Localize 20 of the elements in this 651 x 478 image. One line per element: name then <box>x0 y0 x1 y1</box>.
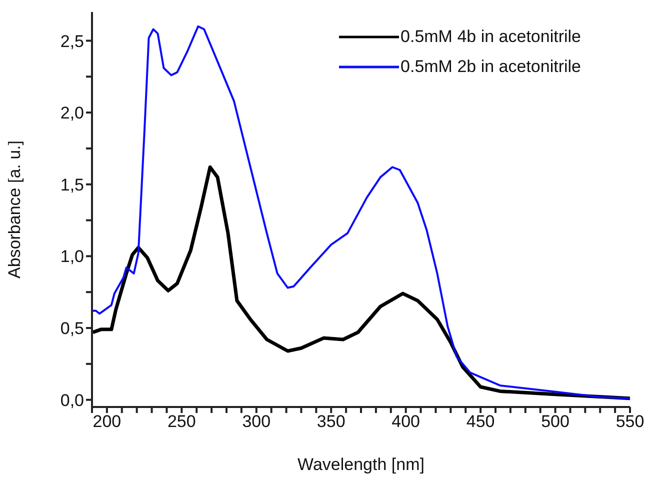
y-tick-label: 0,5 <box>60 319 84 338</box>
x-axis-title: Wavelength [nm] <box>298 455 424 474</box>
legend-label: 0.5mM 2b in acetonitrile <box>400 57 581 77</box>
x-tick-label: 450 <box>466 412 495 432</box>
y-tick-label: 1,0 <box>60 247 84 266</box>
y-tick-label: 2,5 <box>60 32 84 51</box>
x-tick-label: 500 <box>541 412 570 432</box>
x-tick-label: 250 <box>167 412 196 432</box>
x-tick-label: 200 <box>92 412 122 432</box>
y-tick-label: 2,0 <box>60 104 84 123</box>
x-tick-label: 350 <box>316 412 346 432</box>
y-tick-label: 1,5 <box>60 175 84 194</box>
x-tick-label: 300 <box>242 412 271 432</box>
y-axis-title: Absorbance [a. u.] <box>5 140 24 278</box>
x-tick-label: 550 <box>616 412 644 432</box>
legend-label: 0.5mM 4b in acetonitrile <box>400 27 581 47</box>
y-tick-label: 0,0 <box>60 390 84 410</box>
line-series <box>92 25 630 400</box>
x-tick-label: 400 <box>392 412 420 432</box>
line-series <box>92 165 630 400</box>
